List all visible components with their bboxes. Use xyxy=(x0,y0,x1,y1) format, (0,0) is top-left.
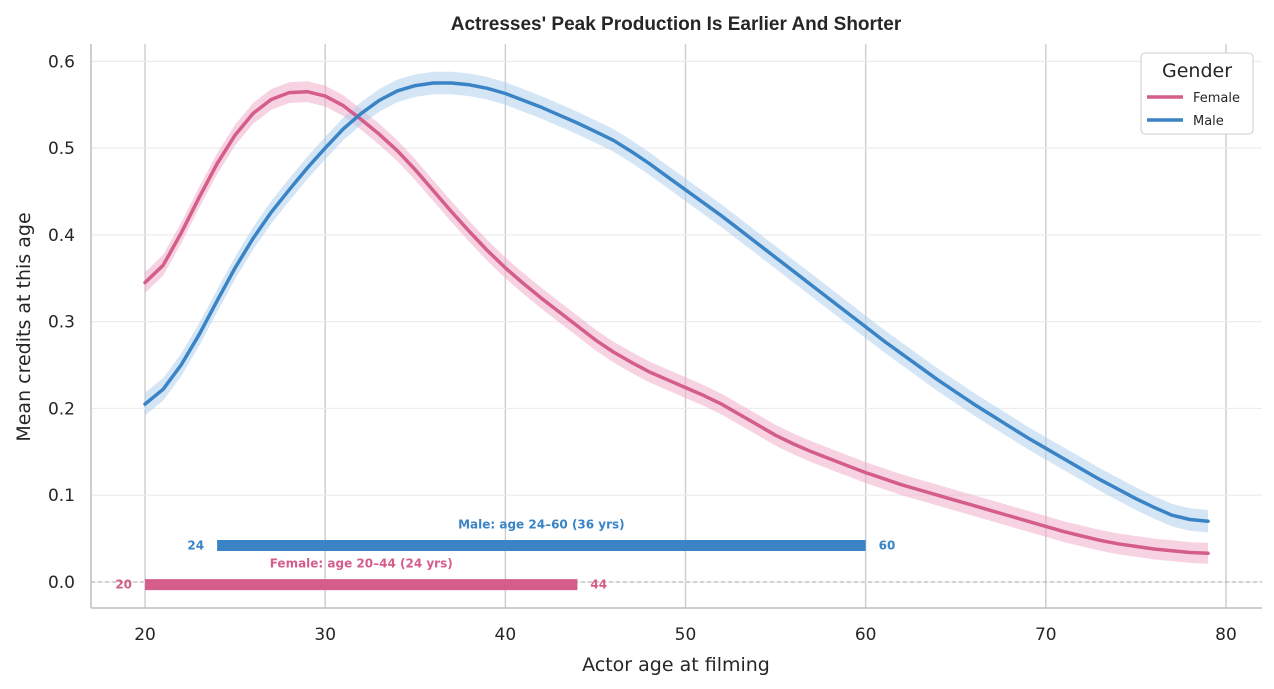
range-annotation-female: Female: age 20–44 (24 yrs) xyxy=(270,557,453,571)
legend-label-male: Male xyxy=(1193,114,1224,129)
y-tick-label: 0.0 xyxy=(48,573,75,593)
x-tick-label: 30 xyxy=(314,625,336,645)
legend: Gender Female Male xyxy=(1140,52,1254,135)
x-tick-label: 50 xyxy=(675,625,697,645)
confidence-band-male xyxy=(145,71,1208,533)
y-tick-label: 0.6 xyxy=(48,52,75,72)
x-tick-label: 60 xyxy=(855,625,877,645)
axis-layer: 20 30 40 50 60 70 80 0.0 0.1 0.2 0.3 0.4 0.5 0.6 xyxy=(48,44,1262,645)
y-tick-label: 0.4 xyxy=(48,226,75,246)
range-end-label-male: 60 xyxy=(879,539,896,553)
range-annotation-male: Male: age 24–60 (36 yrs) xyxy=(458,518,625,532)
x-tick-label: 70 xyxy=(1035,625,1057,645)
y-axis-label: Mean credits at this age xyxy=(13,212,35,441)
legend-title: Gender xyxy=(1162,60,1232,82)
range-start-label-male: 24 xyxy=(187,539,204,553)
legend-label-female: Female xyxy=(1193,91,1240,106)
range-start-label-female: 20 xyxy=(115,578,132,592)
chart-title: Actresses' Peak Production Is Earlier An… xyxy=(451,14,902,35)
range-end-label-female: 44 xyxy=(590,578,607,592)
x-tick-label: 80 xyxy=(1215,625,1237,645)
confidence-band-female xyxy=(145,81,1208,564)
line-layer xyxy=(143,81,1210,556)
range-layer: 24 60 Male: age 24–60 (36 yrs) 20 44 Female: … xyxy=(115,518,895,592)
legend-frame xyxy=(1140,52,1254,135)
y-tick-label: 0.1 xyxy=(48,486,75,506)
y-tick-label: 0.5 xyxy=(48,139,75,159)
y-tick-label: 0.2 xyxy=(48,399,75,419)
y-tick-label: 0.3 xyxy=(48,313,75,333)
grid-layer xyxy=(91,44,1262,608)
x-axis-label: Actor age at filming xyxy=(582,654,770,676)
series-line-male xyxy=(143,81,1210,523)
band-layer xyxy=(145,71,1208,564)
x-tick-label: 20 xyxy=(134,625,156,645)
series-line-female xyxy=(143,89,1210,556)
x-tick-label: 40 xyxy=(495,625,517,645)
